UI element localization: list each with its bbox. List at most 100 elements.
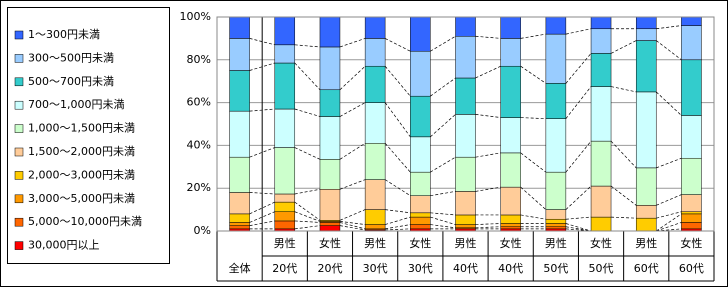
series-line xyxy=(384,65,411,97)
bar-segment xyxy=(635,217,657,232)
series-line xyxy=(249,108,275,112)
bar-segment xyxy=(319,189,341,221)
bar-segment xyxy=(274,62,296,110)
x-tick-label: 男性 xyxy=(545,236,567,250)
bar-segment xyxy=(681,211,702,215)
x-tick-label: 男性 xyxy=(635,236,657,250)
bar-segment xyxy=(229,156,250,193)
series-line xyxy=(339,38,366,48)
series-line xyxy=(610,185,637,206)
series-line xyxy=(656,213,682,232)
bar-segment xyxy=(590,16,612,30)
bar-segment xyxy=(455,36,476,79)
series-line xyxy=(656,228,682,232)
series-line xyxy=(565,140,592,173)
series-line xyxy=(475,223,501,225)
series-line xyxy=(656,194,682,206)
series-line xyxy=(565,53,592,84)
bar-segment xyxy=(500,186,521,216)
bar-segment xyxy=(500,226,521,230)
bar-segment xyxy=(319,222,341,226)
legend-label: 1,000～1,500円未満 xyxy=(28,122,135,135)
bar-segment xyxy=(545,83,567,119)
series-line xyxy=(520,117,546,119)
bar-segment xyxy=(545,33,567,84)
series-line xyxy=(656,211,682,219)
series-line xyxy=(475,186,501,192)
bar-segment xyxy=(635,28,657,41)
bar-segment xyxy=(410,212,431,218)
x-tick-label: 60代 xyxy=(634,262,659,275)
bar-segment xyxy=(455,77,476,115)
series-line xyxy=(294,108,321,117)
bar-segment xyxy=(410,136,431,173)
series-line xyxy=(384,143,411,173)
bar-segment xyxy=(229,225,250,230)
bar-segment xyxy=(500,117,521,154)
legend-swatch xyxy=(14,124,24,133)
bar-segment xyxy=(545,226,567,230)
series-line xyxy=(385,216,411,225)
series-line xyxy=(520,65,547,84)
series-line xyxy=(656,25,682,30)
bar-segment xyxy=(455,16,476,37)
bar-segment xyxy=(455,156,476,192)
bar-segment xyxy=(635,40,657,93)
x-tick-label: 全体 xyxy=(229,261,251,275)
bar-segment xyxy=(229,222,250,226)
series-line xyxy=(430,216,456,225)
legend-label: 3,000～5,000円未満 xyxy=(28,192,135,205)
series-line xyxy=(249,211,275,223)
legend-swatch xyxy=(14,147,24,157)
y-tick-label: 60% xyxy=(187,96,211,109)
bar-segment xyxy=(410,95,431,138)
bar-segment xyxy=(274,193,296,203)
series-line xyxy=(294,225,320,230)
series-line xyxy=(520,186,547,210)
bar-segment xyxy=(229,16,250,39)
bar-segment xyxy=(681,16,702,26)
x-tick-label: 50代 xyxy=(543,262,568,275)
bar-segment xyxy=(681,194,702,212)
bar-segment xyxy=(545,118,567,173)
series-line xyxy=(249,147,275,158)
bar-segment xyxy=(410,50,431,97)
series-line xyxy=(565,226,592,232)
bar-segment xyxy=(681,213,702,223)
bar-segment xyxy=(410,216,431,225)
series-line xyxy=(294,44,320,48)
x-tick-label: 40代 xyxy=(498,262,523,275)
bar-segment xyxy=(229,213,250,223)
bar-segment xyxy=(229,110,250,158)
series-line xyxy=(475,226,501,229)
bar-segment xyxy=(681,157,702,195)
bar-segment xyxy=(274,44,296,64)
series-line xyxy=(249,220,275,226)
series-line xyxy=(294,188,321,195)
series-line xyxy=(430,114,456,138)
bar-segment xyxy=(410,171,431,196)
bar-segment xyxy=(455,114,476,158)
series-line xyxy=(339,221,366,225)
bar-segment xyxy=(229,70,250,112)
series-line xyxy=(430,77,456,97)
legend-swatch xyxy=(14,194,24,204)
series-line xyxy=(656,40,682,61)
bar-segment xyxy=(635,167,657,206)
bar-segment xyxy=(590,53,612,87)
series-line xyxy=(610,140,637,169)
y-tick-label: 100% xyxy=(180,10,211,23)
series-line xyxy=(385,224,411,230)
plot-border xyxy=(216,16,715,232)
series-line xyxy=(339,209,366,221)
x-tick-label: 30代 xyxy=(408,262,433,275)
x-tick-label: 男性 xyxy=(274,236,296,250)
series-line xyxy=(385,209,411,214)
bar-segment xyxy=(500,223,521,227)
series-line xyxy=(249,192,275,195)
bar-segment xyxy=(590,140,612,187)
bar-segment xyxy=(319,89,341,117)
series-line xyxy=(611,216,637,219)
bar-segment xyxy=(364,38,386,67)
legend-label: 1,500～2,000円未満 xyxy=(28,145,135,158)
